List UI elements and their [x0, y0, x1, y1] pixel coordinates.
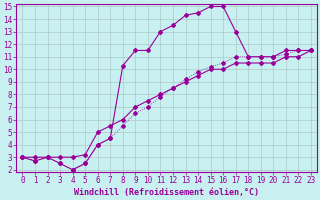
X-axis label: Windchill (Refroidissement éolien,°C): Windchill (Refroidissement éolien,°C): [74, 188, 259, 197]
